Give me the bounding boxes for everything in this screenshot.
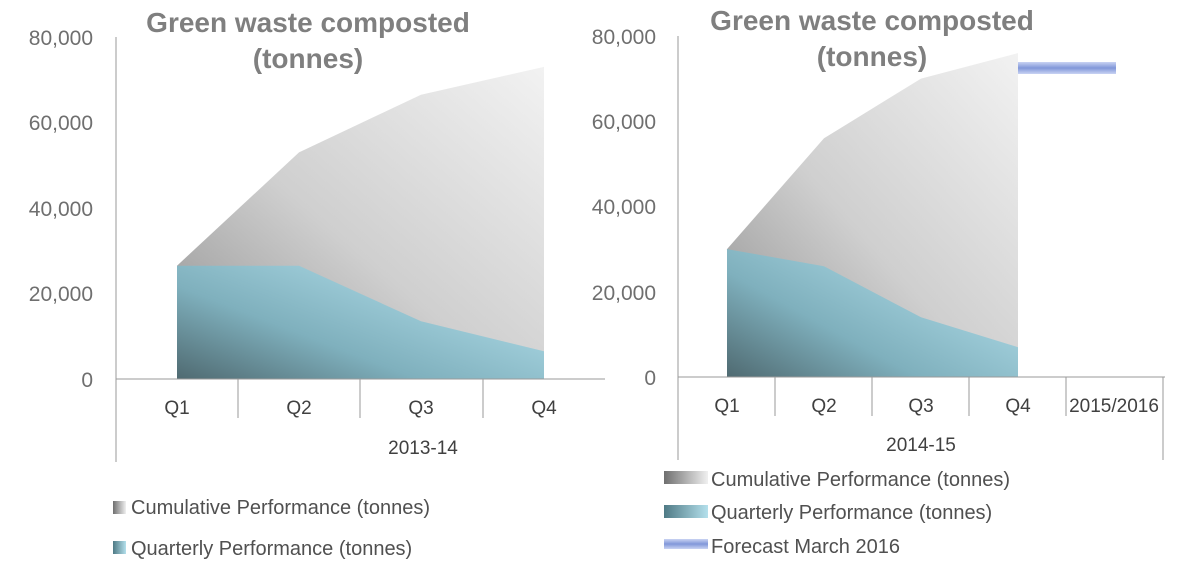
y-tick-labels: 0 20,000 40,000 60,000 80,000 <box>592 26 656 390</box>
legend: Cumulative Performance (tonnes) Quarterl… <box>113 497 430 560</box>
area-quarterly-performance <box>177 265 544 379</box>
chart-2014-15: 0 20,000 40,000 60,000 80,000 Q1 Q2 Q3 Q… <box>592 5 1165 558</box>
x-tick-label: 2015/2016 <box>1069 396 1159 417</box>
legend-label-cumulative: Cumulative Performance (tonnes) <box>131 497 430 519</box>
x-tick-label: Q3 <box>908 396 933 417</box>
legend-swatch-cumulative <box>664 471 708 484</box>
legend-swatch-forecast <box>664 539 708 549</box>
chart-title: Green waste composted (tonnes) <box>146 7 470 74</box>
y-tick-label: 40,000 <box>592 196 656 219</box>
area-quarterly-performance <box>727 249 1018 377</box>
x-tick-label: Q1 <box>164 398 189 419</box>
chart-title-line-2: (tonnes) <box>817 41 927 72</box>
legend-swatch-cumulative <box>113 501 126 514</box>
legend-swatch-quarterly <box>113 541 126 554</box>
legend-label-cumulative: Cumulative Performance (tonnes) <box>711 469 1010 491</box>
x-tick-label: Q4 <box>1005 396 1031 417</box>
y-tick-label: 20,000 <box>29 283 93 306</box>
x-tick-label: Q3 <box>408 398 433 419</box>
legend-label-forecast: Forecast March 2016 <box>711 536 900 558</box>
legend-swatch-quarterly <box>664 505 708 518</box>
legend: Cumulative Performance (tonnes) Quarterl… <box>664 469 1010 558</box>
areas-layer <box>177 66 544 380</box>
x-group-label: 2013-14 <box>388 438 458 459</box>
x-tick-label: Q4 <box>531 398 557 419</box>
y-tick-labels: 0 20,000 40,000 60,000 80,000 <box>29 27 93 392</box>
y-tick-label: 80,000 <box>592 26 656 49</box>
chart-title-line-1: Green waste composted <box>710 5 1034 36</box>
chart-2013-14: 0 20,000 40,000 60,000 80,000 Q1 Q2 Q3 Q… <box>29 7 605 560</box>
chart-title-line-1: Green waste composted <box>146 7 470 38</box>
x-tick-label: Q1 <box>714 396 739 417</box>
y-tick-label: 60,000 <box>592 111 656 134</box>
y-tick-label: 0 <box>644 367 656 390</box>
legend-label-quarterly: Quarterly Performance (tonnes) <box>131 538 412 560</box>
y-tick-label: 60,000 <box>29 112 93 135</box>
legend-label-quarterly: Quarterly Performance (tonnes) <box>711 502 992 524</box>
y-tick-label: 80,000 <box>29 27 93 50</box>
chart-title: Green waste composted (tonnes) <box>710 5 1034 72</box>
x-tick-labels: Q1 Q2 Q3 Q4 <box>164 398 557 419</box>
x-tick-label: Q2 <box>811 396 836 417</box>
y-tick-label: 20,000 <box>592 282 656 305</box>
areas-layer <box>727 53 1116 377</box>
x-group-label: 2014-15 <box>886 435 956 456</box>
y-tick-label: 40,000 <box>29 198 93 221</box>
y-tick-label: 0 <box>81 369 93 392</box>
x-tick-label: Q2 <box>286 398 311 419</box>
x-tick-labels: Q1 Q2 Q3 Q4 2015/2016 <box>714 396 1159 417</box>
chart-title-line-2: (tonnes) <box>253 43 363 74</box>
bar-forecast-march-2016 <box>1018 62 1116 74</box>
